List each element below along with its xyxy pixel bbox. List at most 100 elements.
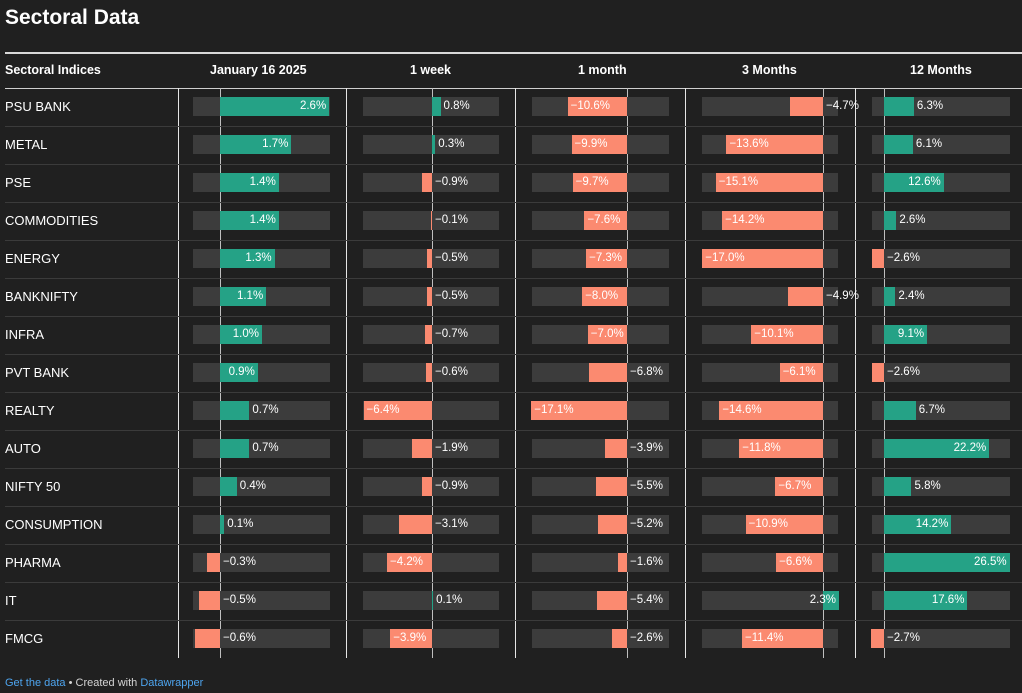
bar-infra-3-months	[751, 325, 823, 344]
bar-banknifty-1-week	[426, 287, 432, 306]
row-separator	[5, 468, 1022, 469]
value-label: −9.7%	[575, 176, 609, 188]
column-divider	[178, 88, 179, 658]
value-label: −2.6%	[630, 632, 663, 644]
value-label: 0.1%	[436, 594, 463, 606]
value-label: −14.2%	[725, 214, 765, 226]
column-header-january-16-2025: January 16 2025	[210, 63, 307, 77]
bar-track	[872, 211, 1010, 230]
bar-it-3-months	[823, 591, 840, 610]
bar-commodities-1-month	[584, 211, 627, 230]
row-separator	[5, 126, 1022, 127]
value-label: −10.6%	[570, 100, 610, 112]
row-separator	[5, 202, 1022, 203]
bar-metal-12-months	[884, 135, 913, 154]
bar-track	[193, 515, 330, 534]
bar-track	[532, 439, 669, 458]
bar-realty-1-week	[363, 401, 432, 420]
value-label: −10.9%	[748, 518, 788, 530]
value-label: −0.3%	[223, 556, 256, 568]
bar-nifty-50-january-16-2025	[220, 477, 237, 496]
bar-commodities-january-16-2025	[220, 211, 279, 230]
get-data-link[interactable]: Get the data	[5, 677, 66, 689]
bar-psu-bank-1-week	[432, 97, 441, 116]
row-separator	[5, 544, 1022, 545]
row-label-consumption: CONSUMPTION	[5, 517, 103, 532]
value-label: −3.9%	[393, 632, 427, 644]
value-label: −7.6%	[587, 214, 621, 226]
row-label-pvt-bank: PVT BANK	[5, 365, 70, 380]
value-label: −3.9%	[630, 442, 663, 454]
value-label: −8.0%	[585, 290, 619, 302]
value-label: 0.8%	[443, 100, 470, 112]
bar-pvt-bank-12-months	[871, 363, 884, 382]
value-label: 1.3%	[245, 252, 272, 264]
bar-track	[193, 363, 330, 382]
bar-metal-january-16-2025	[220, 135, 292, 154]
value-label: −6.1%	[782, 366, 816, 378]
bar-realty-12-months	[884, 401, 916, 420]
bar-psu-bank-12-months	[884, 97, 914, 116]
value-label: −11.4%	[745, 632, 784, 644]
bar-energy-12-months	[871, 249, 884, 268]
value-label: −6.7%	[778, 480, 812, 492]
bar-fmcg-1-month	[612, 629, 627, 648]
bar-pse-3-months	[715, 173, 823, 192]
row-label-nifty-50: NIFTY 50	[5, 479, 61, 494]
value-label: 0.7%	[252, 442, 279, 454]
value-label: −13.6%	[729, 138, 769, 150]
bar-pvt-bank-3-months	[779, 363, 823, 382]
bar-track	[193, 591, 330, 610]
bar-consumption-3-months	[745, 515, 823, 534]
bar-commodities-12-months	[884, 211, 897, 230]
bar-metal-1-month	[571, 135, 627, 154]
value-label: 1.7%	[262, 138, 289, 150]
row-label-pharma: PHARMA	[5, 555, 61, 570]
bar-track	[872, 249, 1010, 268]
value-label: −4.2%	[390, 556, 423, 568]
row-label-infra: INFRA	[5, 327, 44, 342]
column-divider	[346, 88, 347, 658]
bar-infra-12-months	[884, 325, 928, 344]
row-label-auto: AUTO	[5, 441, 41, 456]
bar-auto-1-month	[605, 439, 627, 458]
bar-fmcg-1-week	[390, 629, 432, 648]
bar-it-12-months	[884, 591, 968, 610]
value-label: −0.7%	[435, 328, 468, 340]
value-label: −5.5%	[630, 480, 663, 492]
bar-track	[193, 553, 330, 572]
value-label: 2.4%	[898, 290, 925, 302]
page-title: Sectoral Data	[5, 6, 140, 29]
value-label: 1.0%	[232, 328, 259, 340]
bar-banknifty-1-month	[582, 287, 627, 306]
bar-realty-3-months	[719, 401, 823, 420]
datawrapper-link[interactable]: Datawrapper	[140, 677, 204, 689]
row-separator	[5, 430, 1022, 431]
bar-pharma-1-month	[618, 553, 627, 572]
bar-fmcg-3-months	[742, 629, 823, 648]
bar-consumption-january-16-2025	[220, 515, 225, 534]
bar-consumption-1-month	[597, 515, 627, 534]
value-label: 12.6%	[908, 176, 941, 188]
value-label: 9.1%	[897, 328, 925, 340]
bar-banknifty-12-months	[884, 287, 896, 306]
bar-pse-12-months	[884, 173, 944, 192]
footer-separator: • Created with	[65, 677, 141, 689]
bar-track	[872, 287, 1010, 306]
value-label: −5.2%	[630, 518, 663, 530]
value-label: −4.9%	[826, 290, 859, 302]
value-label: −6.6%	[779, 556, 813, 568]
bar-consumption-1-week	[398, 515, 432, 534]
row-label-commodities: COMMODITIES	[5, 213, 99, 228]
row-label-psu-bank: PSU BANK	[5, 99, 71, 114]
row-label-fmcg: FMCG	[5, 631, 44, 646]
row-label-it: IT	[5, 593, 17, 608]
value-label: 26.5%	[974, 556, 1007, 568]
value-label: −10.1%	[754, 328, 794, 340]
bar-it-january-16-2025	[199, 591, 220, 610]
bar-nifty-50-3-months	[775, 477, 823, 496]
bar-energy-january-16-2025	[220, 249, 275, 268]
bar-auto-12-months	[884, 439, 990, 458]
bar-infra-1-month	[587, 325, 627, 344]
value-label: 1.4%	[249, 176, 276, 188]
